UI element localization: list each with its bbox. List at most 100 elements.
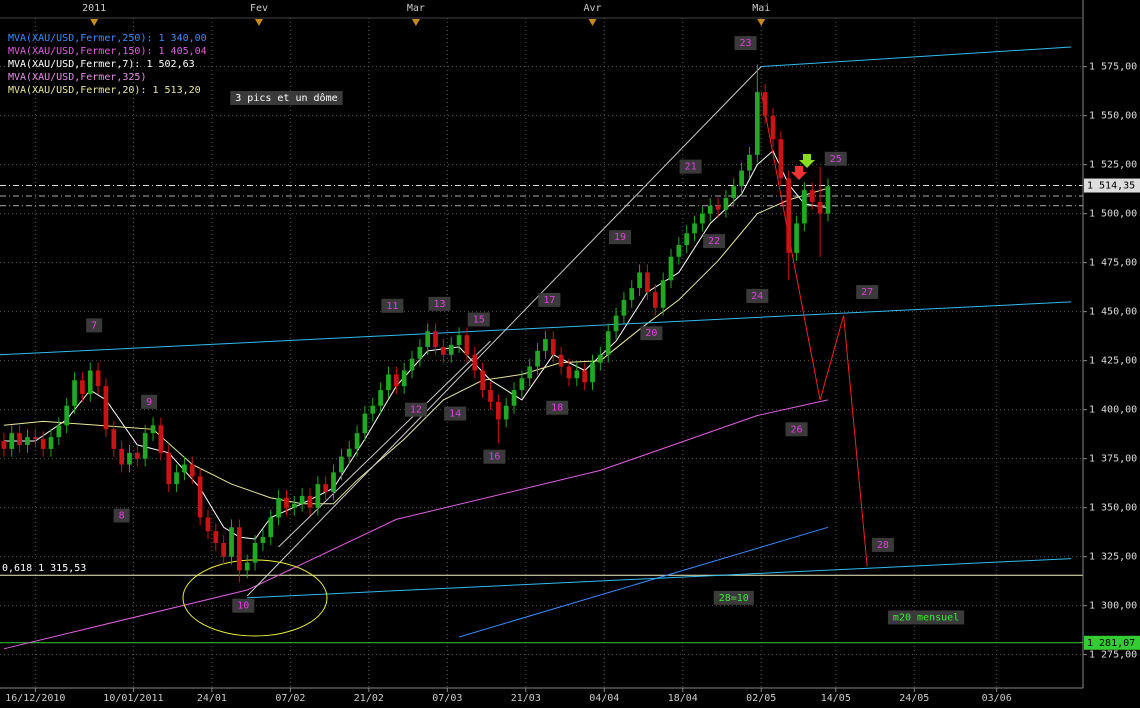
candle-body: [119, 448, 124, 465]
candle-body: [213, 531, 219, 543]
x-tick-label: 10/01/2011: [103, 693, 163, 704]
candle-body: [142, 433, 148, 459]
top-tick-label: Mai: [752, 3, 770, 14]
candle-body: [566, 366, 572, 379]
annotation-box: [232, 598, 255, 613]
candle-body: [56, 425, 62, 438]
candle-body: [417, 346, 423, 359]
candle-body: [197, 476, 203, 518]
candle-body: [731, 186, 737, 198]
price-tag: [1084, 635, 1140, 650]
x-tick-label: 07/02: [275, 693, 305, 704]
candle-body: [645, 272, 650, 293]
top-tick-marker: [254, 19, 263, 26]
candle-body: [80, 380, 85, 394]
candle-body: [786, 178, 792, 253]
candle-body: [409, 358, 415, 371]
candle-body: [511, 390, 517, 406]
candle-body: [166, 452, 172, 485]
x-tick-label: 21/03: [511, 693, 541, 704]
candle-body: [25, 437, 30, 445]
axes: 1 275,00 1 300,00 1 325,00 1 350,00 1 375,00…: [5, 3, 1140, 704]
annotation-label: 25: [830, 154, 842, 165]
annotation-box: [713, 590, 754, 605]
candle-body: [111, 429, 117, 449]
annotation: 7: [86, 318, 103, 333]
annotation: 28: [871, 537, 894, 552]
legend-entry: MVA(XAU/USD,Fermer,7): 1 502,63: [8, 59, 195, 70]
annotation-label: 8: [119, 511, 125, 522]
candle-body: [692, 223, 697, 234]
candle-body: [9, 433, 15, 449]
moving-average-line: [3, 399, 829, 650]
top-tick-marker: [588, 19, 597, 26]
candle-body: [817, 201, 823, 214]
annotation-label: 11: [386, 301, 398, 312]
price-tag: [1084, 178, 1140, 193]
moving-average-line: [458, 526, 829, 638]
trendline: [247, 558, 1072, 599]
y-tick-label: 1 275,00: [1089, 650, 1137, 661]
y-tick-label: 1 475,00: [1089, 258, 1137, 269]
top-tick-marker: [411, 19, 420, 26]
x-tick-label: 04/04: [589, 693, 619, 704]
top-tick-label: 2011: [82, 3, 106, 14]
levels: 0,618 1 315,53: [0, 185, 1083, 644]
annotation-label: 24: [751, 291, 763, 302]
annotation-label: 21: [685, 162, 697, 173]
annotation: 21: [679, 159, 702, 174]
x-tick-label: 18/04: [668, 693, 698, 704]
x-tick-label: 02/05: [746, 693, 776, 704]
candle-body: [284, 497, 289, 508]
down-arrow-red: [791, 166, 807, 180]
candle-body: [448, 344, 454, 355]
candle-body: [762, 92, 768, 116]
candle-body: [794, 223, 799, 253]
candle-body: [299, 495, 305, 504]
candle-body: [252, 542, 258, 563]
candle-body: [503, 405, 509, 420]
candle-body: [268, 517, 274, 538]
candle-body: [684, 233, 690, 246]
annotation-label: 22: [708, 236, 720, 247]
candle-body: [707, 205, 713, 214]
trendline: [278, 340, 491, 548]
candle-body: [480, 370, 485, 391]
x-tick-label: 24/01: [197, 693, 227, 704]
annotation: 12: [404, 402, 427, 417]
annotation: 28=10: [713, 590, 754, 605]
annotation: 16: [483, 449, 506, 464]
annotation: 25: [824, 151, 847, 166]
candle-body: [637, 272, 642, 289]
trendline: [761, 46, 1072, 68]
moving-average-line: [3, 187, 829, 505]
candle-body: [441, 346, 446, 355]
annotation: 18: [546, 400, 569, 415]
candle-body: [590, 362, 595, 383]
annotation-box: [703, 234, 726, 249]
annotation-box: [546, 400, 569, 415]
y-tick-label: 1 300,00: [1089, 601, 1137, 612]
legend: MVA(XAU/USD,Fermer,250): 1 340,00 MVA(XAU…: [8, 33, 207, 96]
candle-body: [87, 370, 93, 394]
candle-body: [535, 350, 540, 367]
annotation: 15: [467, 312, 490, 327]
candle-body: [307, 495, 313, 508]
annotation: 9: [141, 394, 158, 409]
candle-body: [747, 154, 752, 171]
candle-body: [456, 335, 462, 345]
annotation-box: [785, 422, 808, 437]
candle-body: [825, 186, 831, 214]
candle-body: [778, 139, 784, 179]
annotation-box: [113, 508, 130, 523]
candle-body: [174, 472, 179, 485]
annotation-label: 27: [861, 287, 873, 298]
y-tick-label: 1 425,00: [1089, 356, 1137, 367]
annotation-box: [871, 537, 894, 552]
annotation-box: [86, 318, 103, 333]
annotation-box: [538, 292, 561, 307]
candle-body: [754, 92, 760, 155]
candle-body: [237, 527, 242, 571]
candle-body: [64, 405, 70, 426]
annotation-label: 7: [91, 320, 97, 331]
